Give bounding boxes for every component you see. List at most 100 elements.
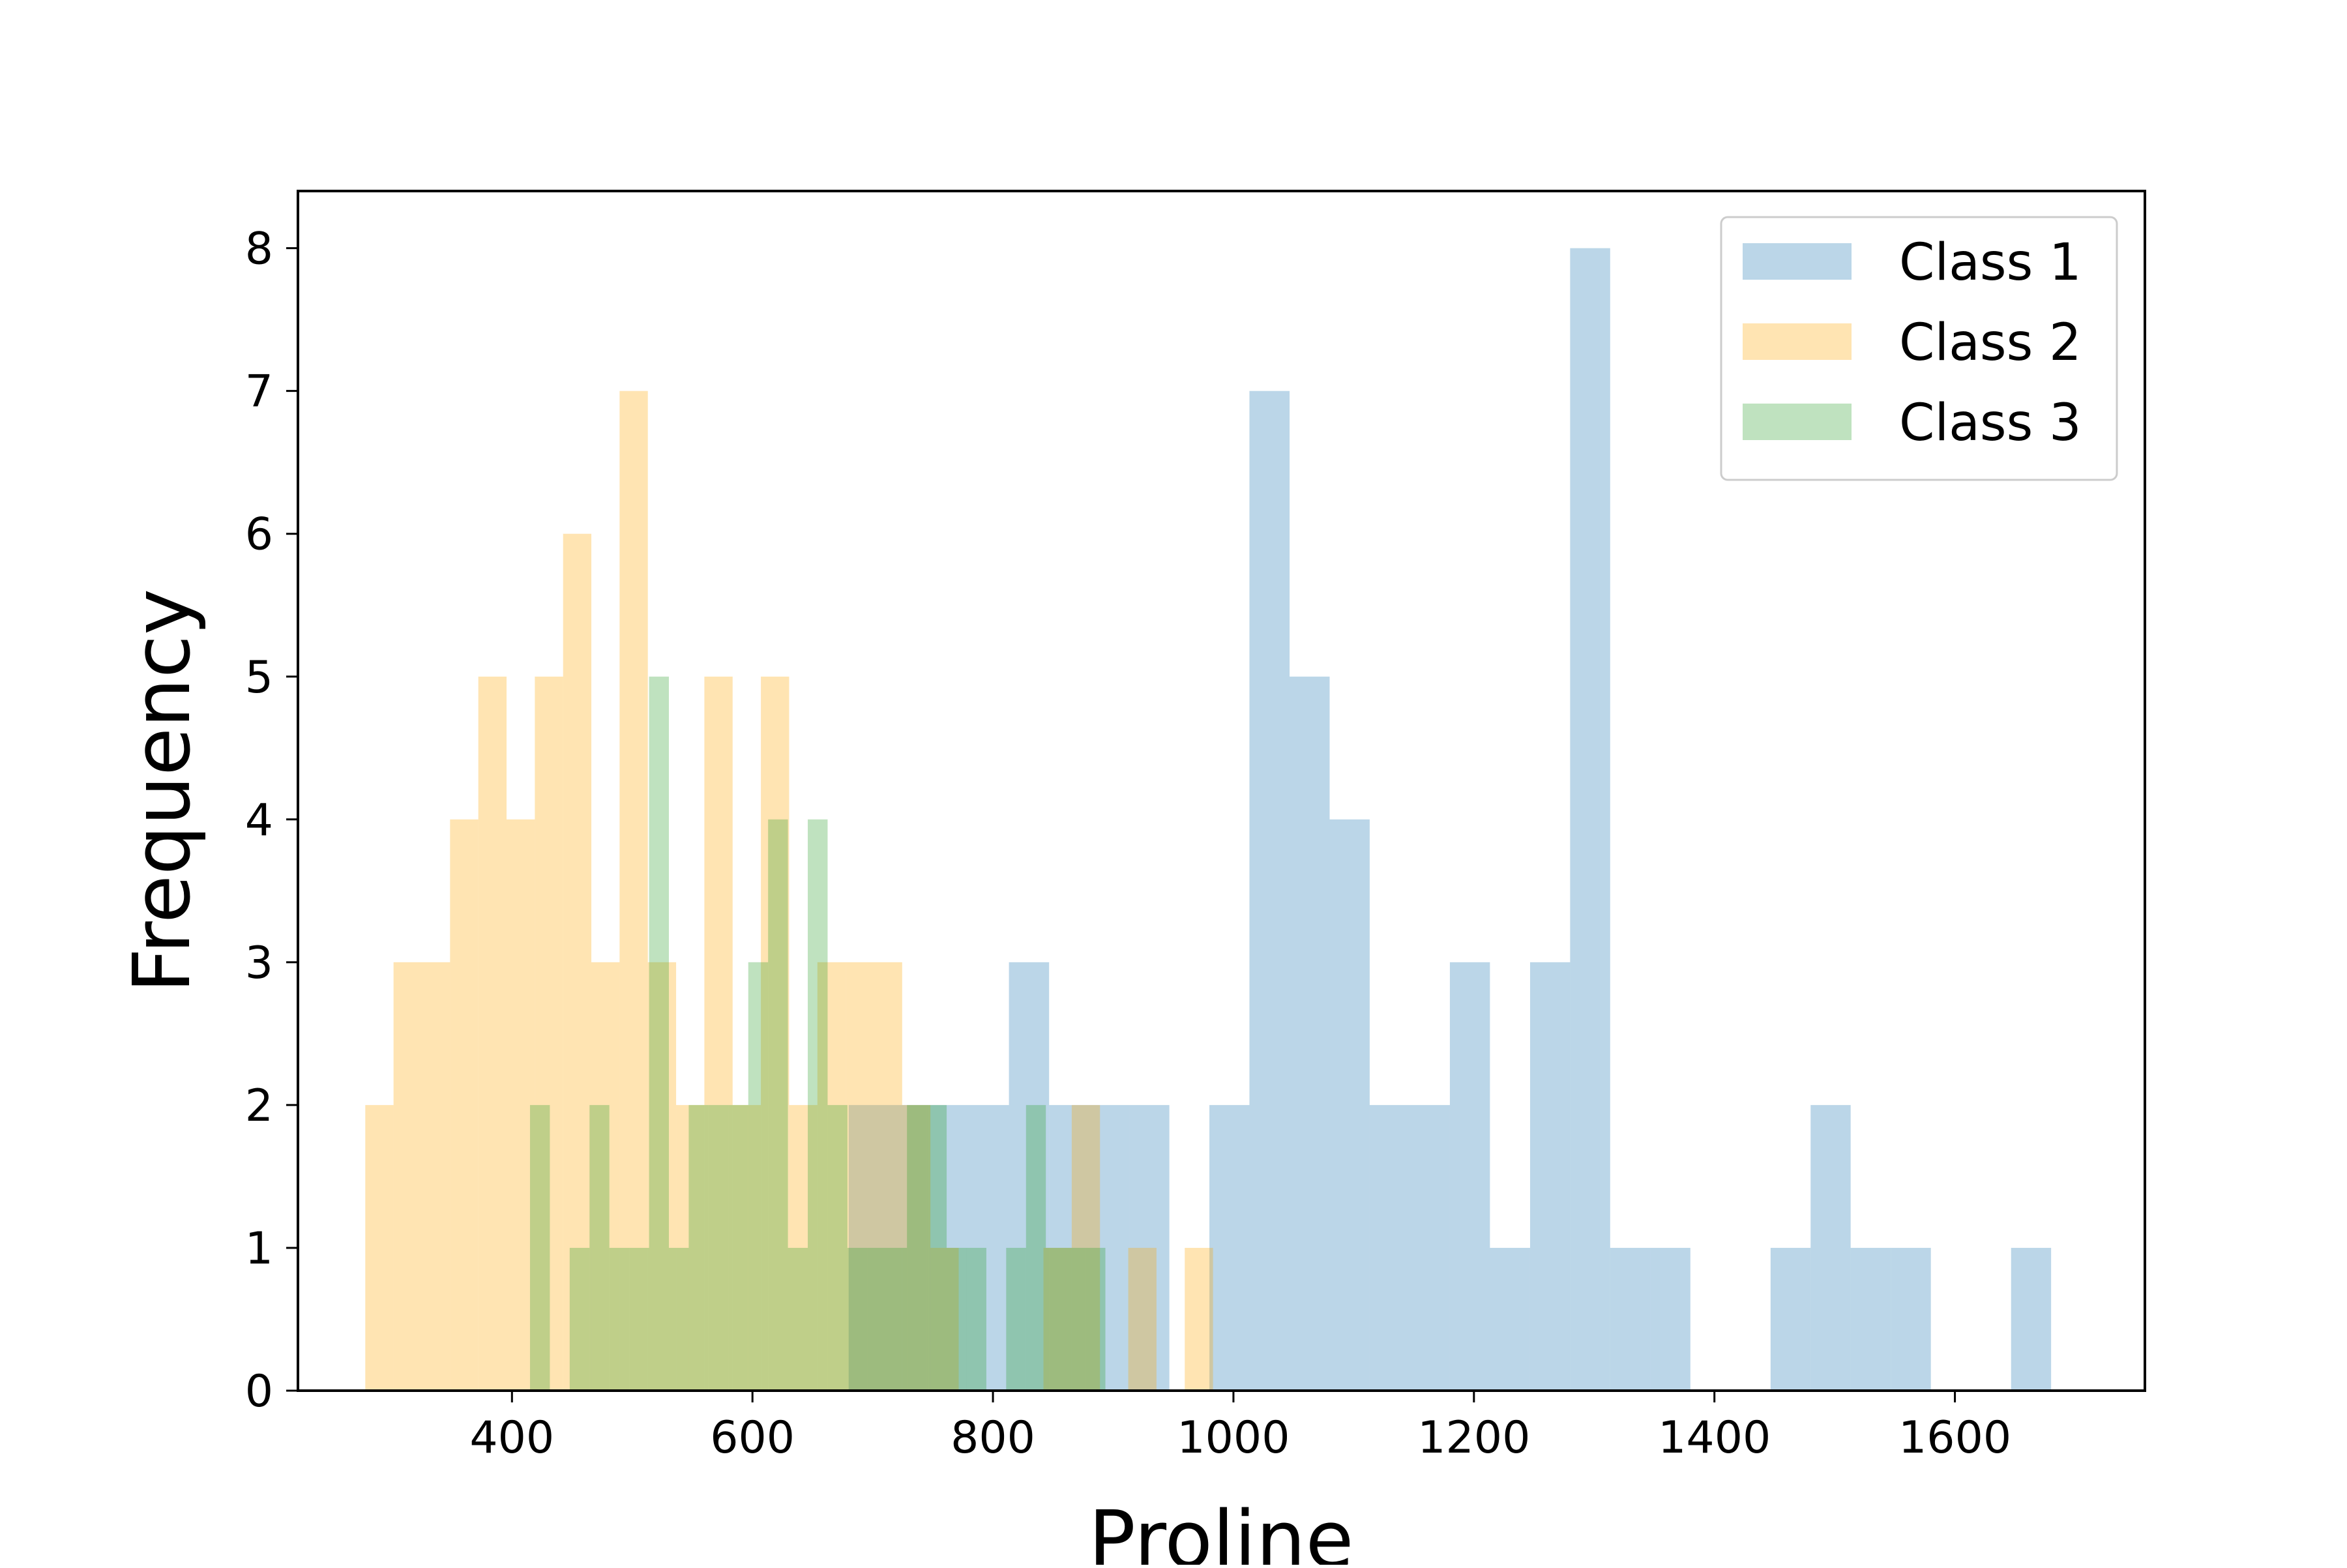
bar-class-3-14: [808, 819, 828, 1391]
x-tick-label: 800: [951, 1412, 1035, 1464]
bar-class-2-7: [563, 533, 592, 1391]
bar-class-2-17: [846, 962, 874, 1391]
bar-class-3-22: [966, 1247, 986, 1391]
bar-class-1-23: [1770, 1247, 1811, 1391]
y-tick-label: 2: [245, 1080, 273, 1132]
bar-class-2-4: [478, 676, 507, 1391]
bar-class-3-15: [827, 1104, 848, 1391]
bar-class-2-12: [704, 676, 733, 1391]
bar-class-1-9: [1209, 1104, 1250, 1391]
legend-swatch-class-3: [1743, 404, 1852, 440]
bar-class-1-19: [1610, 1247, 1651, 1391]
legend-label-class-2: Class 2: [1899, 314, 2082, 372]
y-tick-label: 3: [245, 938, 273, 989]
bar-class-3-16: [847, 1247, 868, 1391]
bar-class-1-13: [1369, 1104, 1410, 1391]
bar-class-3-27: [1065, 1247, 1086, 1391]
bar-class-1-1: [889, 1104, 929, 1391]
bar-class-1-11: [1290, 676, 1330, 1391]
bar-class-2-18: [874, 962, 902, 1391]
y-tick-label: 6: [245, 509, 273, 561]
bar-class-3-8: [688, 1104, 709, 1391]
bar-class-2-13: [732, 1104, 761, 1391]
x-tick-label: 1400: [1658, 1412, 1771, 1464]
bar-class-3-10: [728, 1104, 748, 1391]
bar-class-2-0: [365, 1104, 394, 1391]
bar-class-3-2: [569, 1247, 590, 1391]
bar-class-3-19: [907, 1104, 927, 1391]
bar-class-1-7: [1129, 1104, 1170, 1391]
bar-class-2-16: [817, 962, 846, 1391]
y-tick-label: 5: [245, 652, 273, 703]
x-axis: 400 600 800 1000 1200 1400 1600: [469, 1391, 2011, 1464]
bar-class-1-6: [1089, 1104, 1130, 1391]
y-tick-label: 4: [245, 795, 273, 846]
bar-class-3-17: [867, 1247, 887, 1391]
y-tick-label: 7: [245, 366, 273, 418]
legend-swatch-class-1: [1743, 243, 1852, 280]
bar-class-2-8: [591, 962, 620, 1391]
bar-class-1-25: [1850, 1247, 1891, 1391]
bar-class-1-5: [1049, 1104, 1089, 1391]
bar-class-3-5: [629, 1247, 649, 1391]
bar-class-1-26: [1891, 1247, 1931, 1391]
bar-class-3-0: [529, 1104, 550, 1391]
bar-class-1-15: [1449, 962, 1490, 1391]
x-tick-label: 1200: [1417, 1412, 1530, 1464]
bar-class-2-20: [930, 1247, 959, 1391]
bar-class-3-20: [926, 1104, 947, 1391]
bar-class-1-20: [1650, 1247, 1690, 1391]
bar-class-3-7: [668, 1247, 689, 1391]
bar-class-2-9: [619, 391, 648, 1391]
bar-class-2-15: [789, 1104, 818, 1391]
y-tick-label: 8: [245, 224, 273, 275]
bar-class-2-27: [1128, 1247, 1157, 1391]
bar-class-3-21: [947, 1247, 967, 1391]
bar-class-3-18: [887, 1247, 908, 1391]
bar-class-3-25: [1026, 1104, 1046, 1391]
x-tick-label: 1600: [1898, 1412, 2011, 1464]
bar-class-1-10: [1249, 391, 1290, 1391]
bar-class-3-4: [609, 1247, 630, 1391]
bar-class-3-13: [788, 1247, 808, 1391]
bar-class-1-24: [1810, 1104, 1851, 1391]
bar-class-2-10: [647, 962, 677, 1391]
bar-class-1-3: [969, 1104, 1009, 1391]
bar-class-3-12: [768, 819, 788, 1391]
bars-layer: [365, 248, 2052, 1391]
y-axis-label: Frequency: [117, 589, 208, 993]
bar-class-1-0: [848, 1104, 889, 1391]
bar-class-1-12: [1329, 819, 1370, 1391]
bar-class-3-28: [1085, 1247, 1106, 1391]
x-tick-label: 400: [469, 1412, 554, 1464]
legend-frame: [1720, 216, 2118, 481]
bar-class-2-19: [902, 1104, 931, 1391]
bar-class-2-11: [676, 1104, 705, 1391]
y-tick-label: 1: [245, 1223, 273, 1275]
bar-class-2-6: [535, 676, 563, 1391]
bar-class-2-14: [761, 676, 790, 1391]
legend: Class 1 Class 2 Class 3: [1720, 216, 2118, 481]
bar-class-1-29: [2011, 1247, 2052, 1391]
legend-swatch-class-2: [1743, 323, 1852, 360]
bar-class-3-11: [748, 962, 769, 1391]
x-tick-label: 1000: [1177, 1412, 1290, 1464]
y-tick-label: 0: [245, 1366, 273, 1417]
plot-frame: [297, 190, 2146, 1392]
x-tick-label: 600: [710, 1412, 795, 1464]
bar-class-3-3: [589, 1104, 610, 1391]
bar-class-1-18: [1570, 248, 1610, 1391]
legend-label-class-3: Class 3: [1899, 394, 2082, 452]
bar-class-1-2: [928, 1104, 969, 1391]
bar-class-3-24: [1006, 1247, 1026, 1391]
bar-class-2-2: [421, 962, 450, 1391]
legend-label-class-1: Class 1: [1899, 233, 2082, 292]
bar-class-1-16: [1490, 1247, 1530, 1391]
bar-class-3-9: [708, 1104, 729, 1391]
x-axis-label: Proline: [1089, 1495, 1354, 1565]
bar-class-2-5: [507, 819, 535, 1391]
bar-class-1-17: [1529, 962, 1571, 1391]
bar-class-1-4: [1009, 962, 1050, 1391]
bar-class-2-3: [450, 819, 479, 1391]
